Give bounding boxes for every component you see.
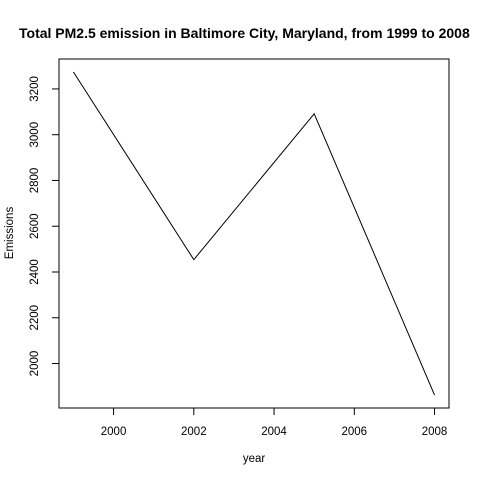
y-tick-label: 2400 <box>29 259 41 285</box>
x-axis: 2000 2002 2004 2006 2008 <box>101 407 448 438</box>
x-axis-label: year <box>243 453 266 465</box>
series-layer <box>73 71 436 396</box>
y-tick-label: 2000 <box>29 351 41 377</box>
x-tick-label: 2000 <box>101 426 127 438</box>
y-tick-label: 2800 <box>29 168 41 194</box>
y-tick-label: 3200 <box>29 76 41 102</box>
x-tick-label: 2006 <box>342 426 368 438</box>
y-axis-label: Emissions <box>4 207 16 260</box>
plot-box <box>58 58 450 409</box>
y-axis: 2000 2200 2400 2600 2800 3000 3200 <box>29 76 60 377</box>
y-tick-label: 3000 <box>29 122 41 148</box>
y-tick-label: 2200 <box>29 305 41 331</box>
x-tick-label: 2004 <box>261 426 287 438</box>
x-tick-label: 2008 <box>422 426 448 438</box>
x-tick-label: 2002 <box>181 426 207 438</box>
series-line <box>73 71 436 396</box>
chart-title: Total PM2.5 emission in Baltimore City, … <box>19 25 470 41</box>
y-tick-label: 2600 <box>29 213 41 239</box>
